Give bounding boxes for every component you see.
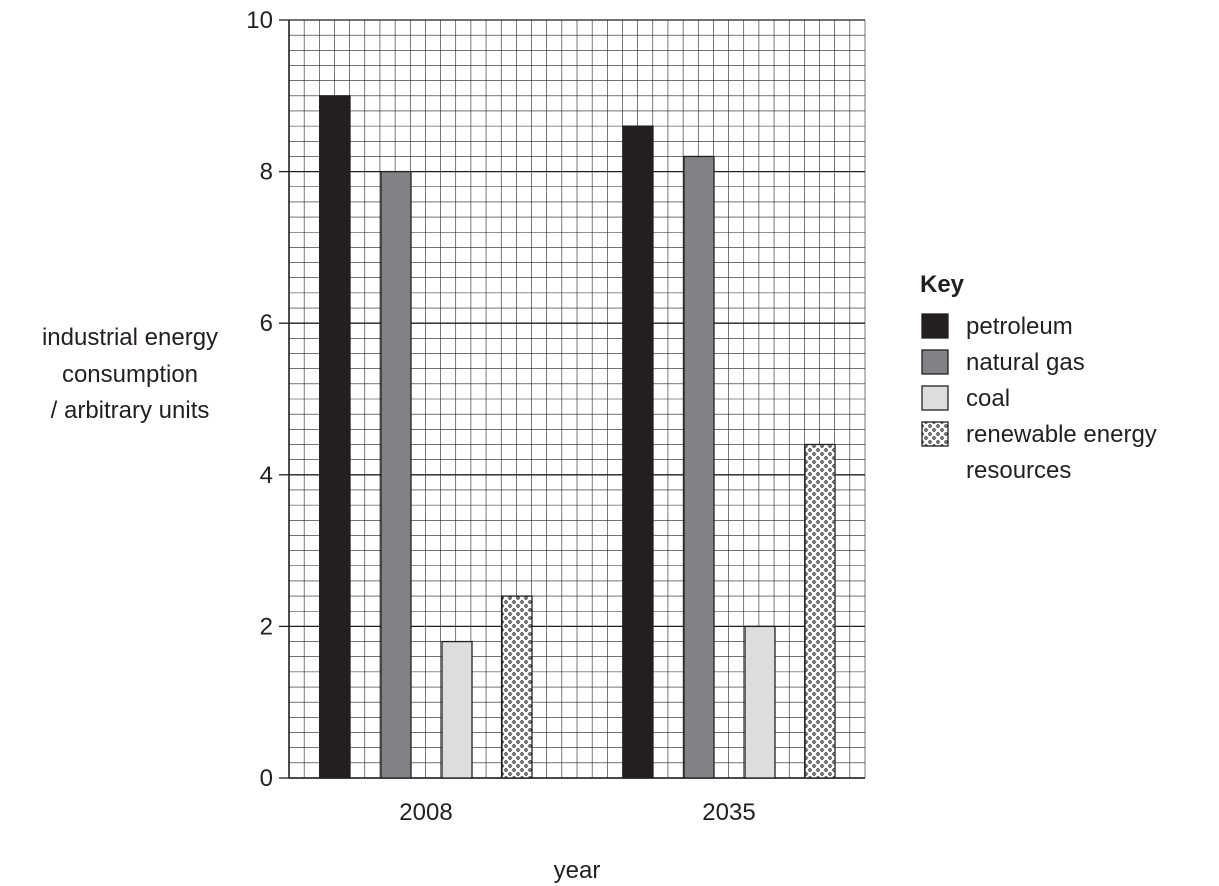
y-tick-label: 4: [260, 462, 273, 489]
bar-coal-2035: [744, 625, 776, 779]
y-axis-title-line: consumption: [62, 361, 198, 388]
legend-label: coal: [966, 385, 1010, 412]
bar-renewable-energy-resources-2035: [804, 443, 836, 779]
legend-label: petroleum: [966, 313, 1073, 340]
legend-label: resources: [966, 457, 1071, 484]
x-tick-label: 2008: [399, 799, 452, 826]
x-tick-label: 2035: [702, 799, 755, 826]
legend-label: natural gas: [966, 349, 1085, 376]
legend-swatch: [921, 421, 949, 447]
bar-petroleum-2008: [319, 95, 351, 779]
y-tick-label: 2: [260, 613, 273, 640]
legend-title: Key: [920, 271, 965, 298]
grid: [288, 19, 866, 779]
legend-label: renewable energy: [966, 421, 1157, 448]
legend-swatch: [921, 385, 949, 411]
bar-natural-gas-2035: [683, 155, 715, 779]
bars: [319, 95, 836, 779]
x-axis-title: year: [554, 857, 601, 884]
y-tick-label: 0: [260, 765, 273, 792]
y-tick-label: 10: [246, 7, 273, 34]
bar-renewable-energy-resources-2008: [501, 595, 533, 779]
legend-swatch: [921, 313, 949, 339]
bar-petroleum-2035: [622, 125, 654, 779]
bar-coal-2008: [441, 640, 473, 779]
axis-labels: 0 2 4 6 8 10 2008 2035 year industrial energy cons…: [42, 7, 756, 884]
y-axis-title-line: / arbitrary units: [51, 397, 210, 424]
bar-natural-gas-2008: [380, 170, 412, 779]
legend-swatch: [921, 349, 949, 375]
y-tick-label: 6: [260, 310, 273, 337]
y-tick-label: 8: [260, 159, 273, 186]
y-axis-title-line: industrial energy: [42, 324, 218, 351]
